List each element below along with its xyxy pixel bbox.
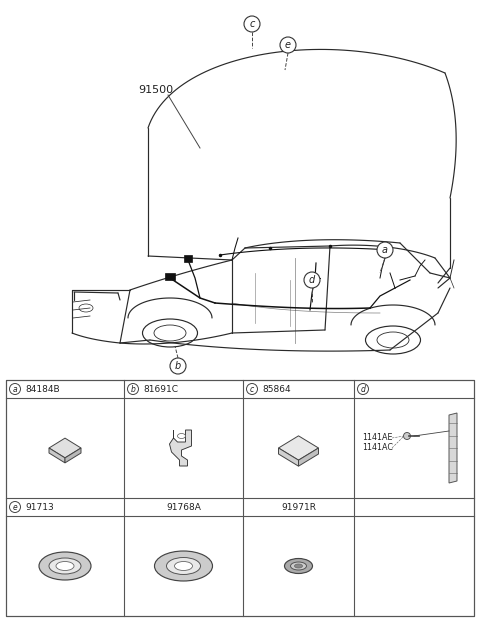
Polygon shape <box>165 273 175 280</box>
Ellipse shape <box>49 558 81 574</box>
Ellipse shape <box>167 557 201 575</box>
Polygon shape <box>278 436 319 460</box>
Text: d: d <box>309 275 315 285</box>
Circle shape <box>244 16 260 32</box>
Text: b: b <box>175 361 181 371</box>
Circle shape <box>377 242 393 258</box>
Text: c: c <box>249 19 255 29</box>
Text: 91713: 91713 <box>25 502 54 512</box>
Circle shape <box>358 384 369 394</box>
Ellipse shape <box>56 562 74 570</box>
Text: a: a <box>382 245 388 255</box>
Text: 1141AE: 1141AE <box>362 433 393 442</box>
Polygon shape <box>449 413 457 483</box>
Polygon shape <box>49 448 65 463</box>
Text: 85864: 85864 <box>262 384 290 394</box>
Text: d: d <box>360 384 365 394</box>
Polygon shape <box>49 438 81 458</box>
Text: 1141AC: 1141AC <box>362 444 393 452</box>
Polygon shape <box>65 448 81 463</box>
Text: 91768A: 91768A <box>166 502 201 512</box>
Ellipse shape <box>175 562 192 570</box>
Text: c: c <box>250 384 254 394</box>
Ellipse shape <box>290 562 307 570</box>
Polygon shape <box>299 448 319 466</box>
Polygon shape <box>278 448 299 466</box>
Text: e: e <box>285 40 291 50</box>
Circle shape <box>128 384 139 394</box>
Polygon shape <box>169 430 192 466</box>
Text: 81691C: 81691C <box>143 384 178 394</box>
Circle shape <box>170 358 186 374</box>
Text: 84184B: 84184B <box>25 384 60 394</box>
Polygon shape <box>184 255 192 262</box>
Circle shape <box>10 501 21 512</box>
Ellipse shape <box>39 552 91 580</box>
Text: b: b <box>131 384 135 394</box>
Circle shape <box>280 37 296 53</box>
Text: 91971R: 91971R <box>281 502 316 512</box>
Text: a: a <box>12 384 17 394</box>
Circle shape <box>304 272 320 288</box>
Circle shape <box>404 433 410 439</box>
Ellipse shape <box>178 433 185 439</box>
Circle shape <box>247 384 257 394</box>
Text: 91500: 91500 <box>138 85 173 95</box>
Text: e: e <box>12 502 17 512</box>
Bar <box>6 380 474 616</box>
Ellipse shape <box>295 564 302 568</box>
Ellipse shape <box>285 559 312 574</box>
Bar <box>6 380 474 616</box>
Ellipse shape <box>155 551 213 581</box>
Circle shape <box>10 384 21 394</box>
